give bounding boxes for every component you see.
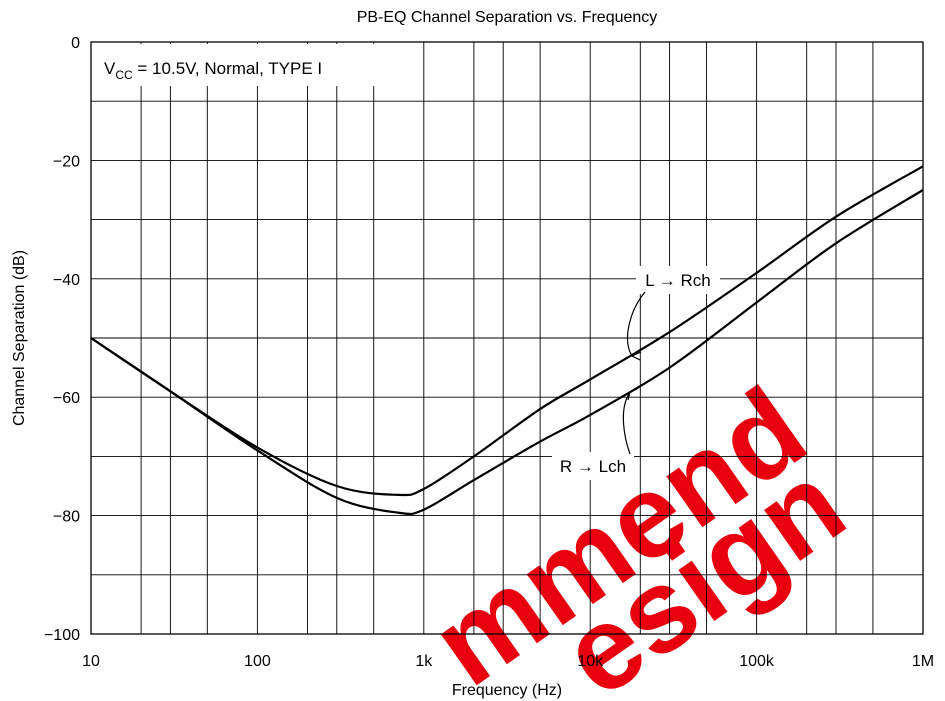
y-tick-labels: 0 −20 −40 −60 −80 −100 (44, 35, 80, 644)
y-tick-label: −80 (53, 509, 80, 526)
x-tick-label: 1M (912, 653, 934, 670)
y-tick-label: −60 (53, 390, 80, 407)
annotation-r-lch-label: R → Lch (560, 457, 626, 476)
condition-v: V (104, 59, 116, 78)
grid (91, 42, 923, 634)
x-tick-label: 100 (244, 653, 271, 670)
x-tick-label: 1k (415, 653, 433, 670)
condition-box-bg (93, 44, 383, 86)
series-line-r-lch (90, 189, 924, 516)
condition-subscript: CC (115, 68, 133, 82)
annotation-l-rch: L → Rch (626, 266, 720, 361)
chart-title: PB-EQ Channel Separation vs. Frequency (357, 9, 658, 26)
y-tick-label: −20 (53, 153, 80, 170)
y-tick-label: −100 (44, 627, 80, 644)
annotation-l-rch-bg (636, 266, 720, 294)
x-tick-label: 10k (577, 653, 604, 670)
watermark: mmend esign (409, 362, 867, 701)
annotation-r-lch-leader (622, 388, 638, 455)
x-tick-label: 100k (739, 653, 775, 670)
annotation-l-rch-leader (626, 291, 646, 361)
annotation-r-lch-bg (552, 452, 634, 480)
series-line-l-rch (90, 165, 924, 497)
annotation-r-lch: R → Lch (552, 388, 638, 480)
x-tick-label: 10 (82, 653, 100, 670)
y-tick-label: 0 (71, 35, 80, 52)
y-tick-label: −40 (53, 272, 80, 289)
condition-label: VCC = 10.5V, Normal, TYPE I (104, 59, 322, 82)
condition-rest: = 10.5V, Normal, TYPE I (133, 59, 322, 78)
y-axis-label: Channel Separation (dB) (11, 250, 28, 426)
condition-box: VCC = 10.5V, Normal, TYPE I (93, 44, 383, 86)
annotation-l-rch-label: L → Rch (645, 271, 711, 290)
x-axis-label: Frequency (Hz) (452, 682, 562, 699)
x-tick-labels: 10 100 1k 10k 100k 1M (82, 653, 934, 670)
series (90, 165, 924, 516)
